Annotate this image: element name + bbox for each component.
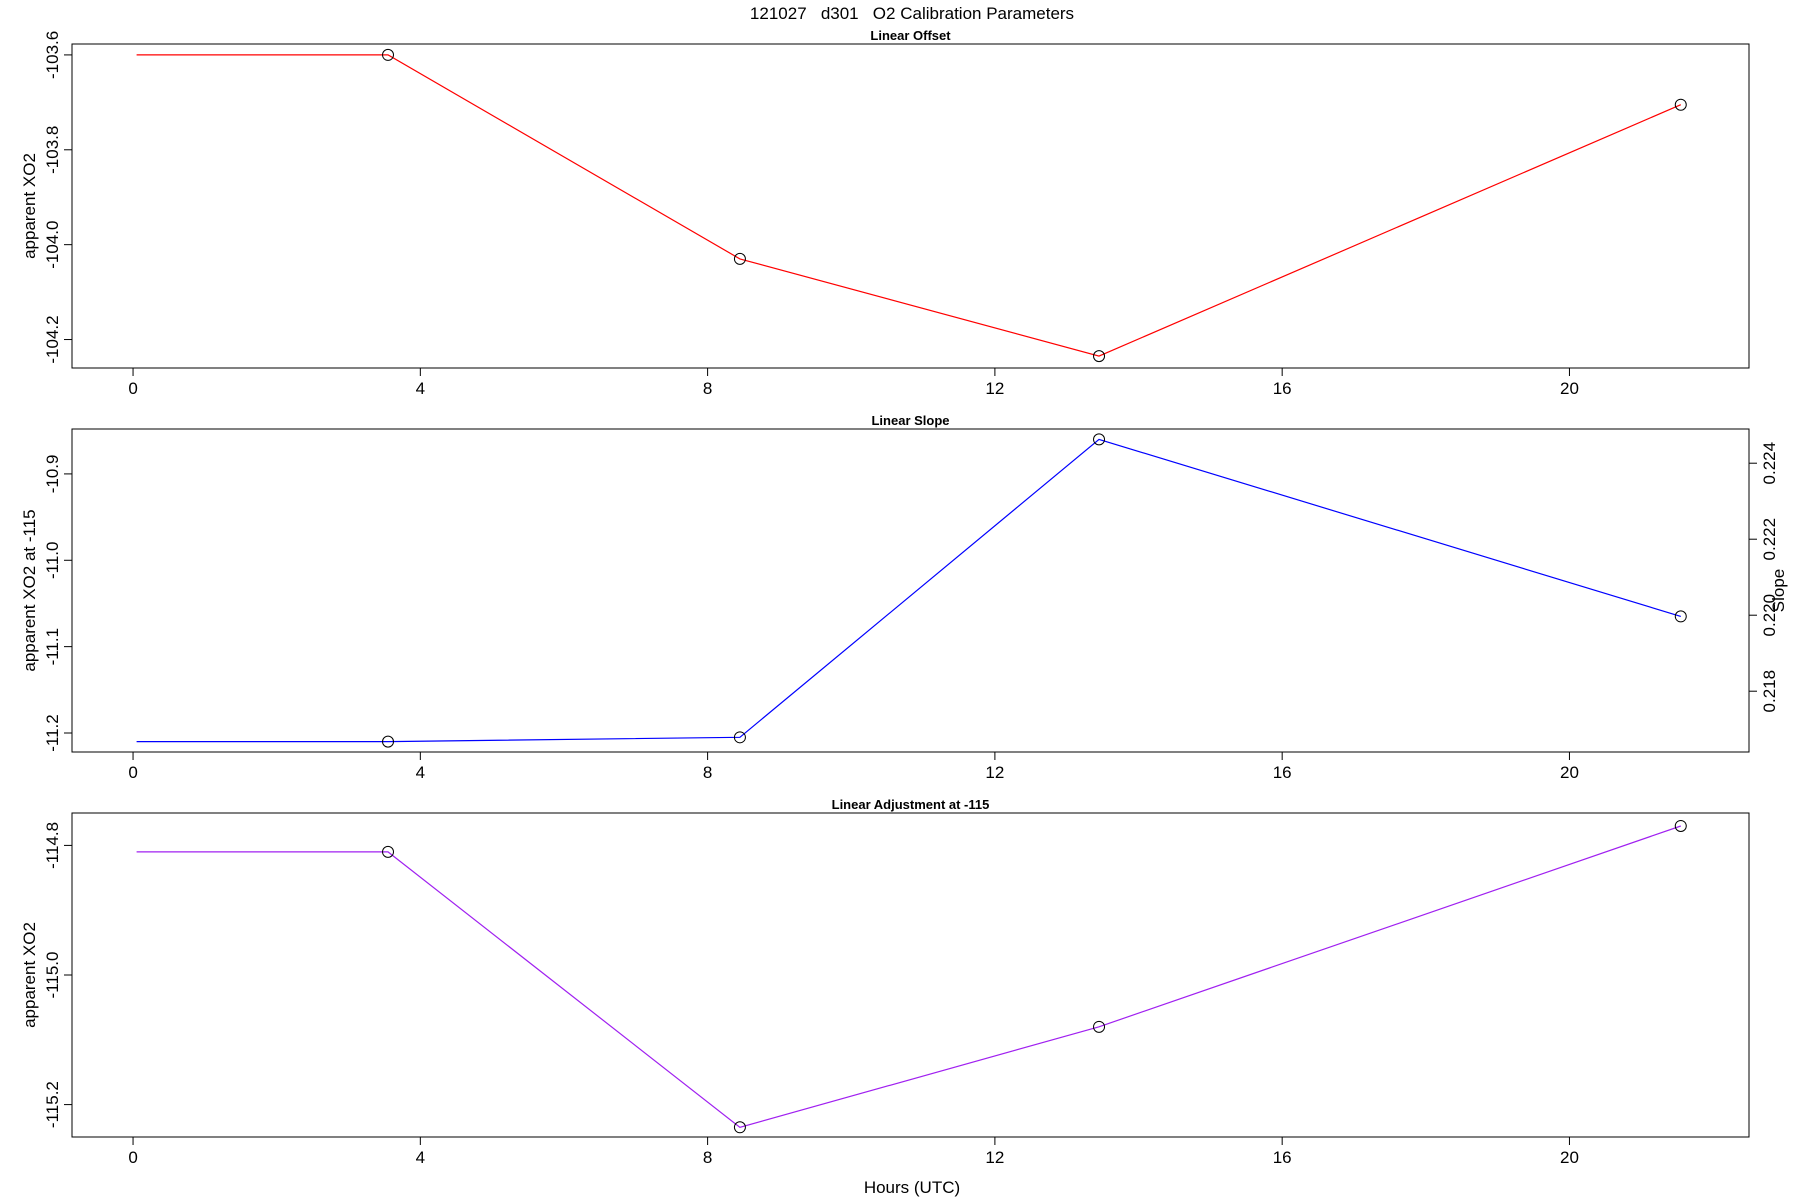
data-point (1093, 350, 1106, 363)
y2-tick-label: 0.224 (1760, 442, 1779, 485)
x-tick-label: 16 (1273, 379, 1292, 398)
x-tick-label: 20 (1560, 763, 1579, 782)
data-point (1674, 98, 1687, 111)
plot-frame (71, 428, 1750, 753)
x-tick-label: 4 (416, 379, 425, 398)
y-tick-label: -11.2 (43, 714, 62, 752)
data-point (733, 252, 746, 265)
x-tick-label: 0 (128, 763, 137, 782)
y-tick-label: -115.2 (43, 1081, 62, 1128)
series-line (136, 54, 1682, 357)
y-tick-label: -115.0 (43, 952, 62, 999)
y-tick-label: -11.0 (43, 542, 62, 580)
data-point (382, 845, 395, 858)
y2-tick-label: 0.220 (1760, 594, 1779, 637)
panels: Linear Offset 0 4 8 12 16 20 -103.6 -103.8 -104.0… (20, 28, 1788, 1167)
x-tick-label: 4 (416, 763, 425, 782)
y-tick-label: -103.6 (43, 31, 62, 79)
data-point (1674, 819, 1687, 832)
x-tick-label: 20 (1560, 1148, 1579, 1167)
x-tick-label: 16 (1273, 1148, 1292, 1167)
data-point (382, 48, 395, 61)
y-tick-label: -103.8 (43, 126, 62, 174)
main-title: 121027 d301 O2 Calibration Parameters (750, 4, 1074, 23)
panel-title: Linear Slope (871, 413, 949, 428)
x-tick-label: 20 (1560, 379, 1579, 398)
x-tick-label: 8 (703, 1148, 712, 1167)
y-tick-label: -104.2 (43, 315, 62, 363)
data-point (733, 1121, 746, 1134)
y-tick-label: -114.8 (43, 822, 62, 869)
x-tick-label: 16 (1273, 763, 1292, 782)
y-axis-label: apparent XO2 at -115 (20, 509, 39, 671)
panel-1: Linear Offset 0 4 8 12 16 20 -103.6 -103.8 -104.0… (20, 28, 1750, 398)
y-axis-label: apparent XO2 (20, 922, 39, 1028)
data-point (382, 735, 395, 748)
series-line (136, 438, 1681, 743)
panel-3: Linear Adjustment at -115 0 4 8 12 16 20 -114.8… (20, 797, 1750, 1167)
x-tick-label: 8 (703, 379, 712, 398)
x-tick-label: 0 (128, 379, 137, 398)
data-point (1674, 610, 1687, 623)
x-tick-label: 8 (703, 763, 712, 782)
x-axis-label: Hours (UTC) (864, 1178, 960, 1197)
x-tick-label: 12 (985, 763, 1004, 782)
y-tick-label: -104.0 (43, 221, 62, 269)
panel-title: Linear Adjustment at -115 (832, 797, 990, 812)
x-tick-label: 0 (128, 1148, 137, 1167)
y2-tick-label: 0.222 (1760, 518, 1779, 561)
panel-2: Linear Slope 0 4 8 12 16 20 -10.9 -11.0 -11.1 -11.… (20, 413, 1788, 782)
series-line (136, 825, 1681, 1128)
plot-frame (71, 43, 1750, 369)
x-tick-label: 12 (985, 379, 1004, 398)
data-point (733, 731, 746, 744)
data-point (1093, 433, 1106, 446)
y-tick-label: -11.1 (43, 628, 62, 666)
y-axis-label: apparent XO2 (20, 153, 39, 259)
data-point (1093, 1020, 1106, 1033)
y2-tick-label: 0.218 (1760, 670, 1779, 713)
x-tick-label: 12 (985, 1148, 1004, 1167)
y2-axis-label: Slope (1769, 569, 1788, 612)
panel-title: Linear Offset (870, 28, 951, 43)
x-tick-label: 4 (416, 1148, 425, 1167)
y-tick-label: -10.9 (43, 455, 62, 494)
